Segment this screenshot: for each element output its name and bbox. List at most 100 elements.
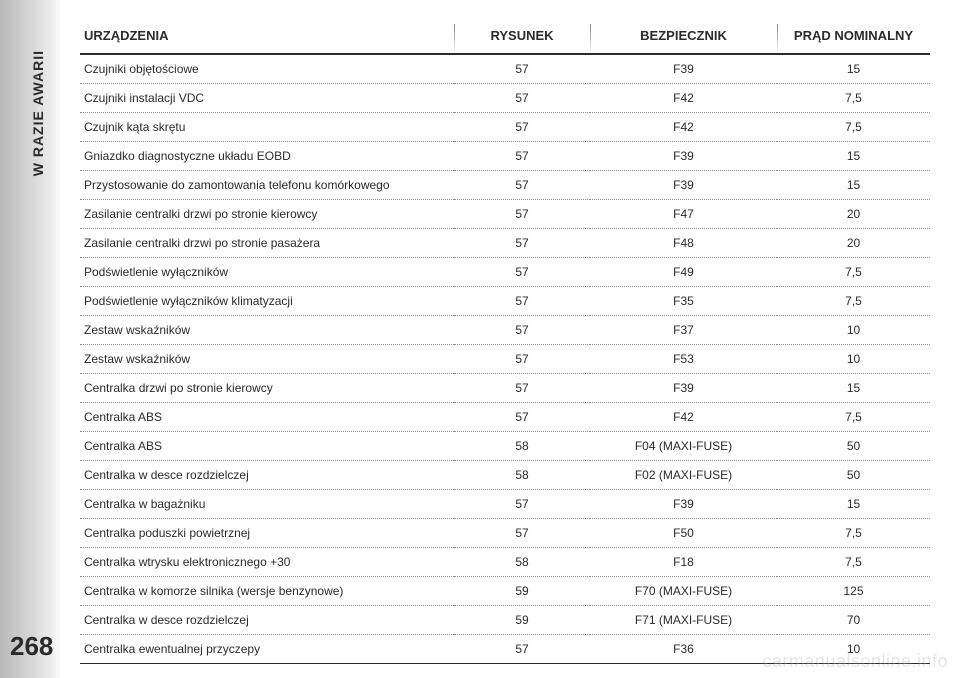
cell-rating: 7,5 bbox=[777, 548, 930, 577]
cell-fuse: F42 bbox=[590, 403, 777, 432]
col-header-rating: PRĄD NOMINALNY bbox=[777, 22, 930, 54]
table-row: Centralka poduszki powietrznej57F507,5 bbox=[80, 519, 930, 548]
cell-device: Zasilanie centralki drzwi po stronie kie… bbox=[80, 200, 454, 229]
cell-fuse: F39 bbox=[590, 54, 777, 84]
cell-rating: 125 bbox=[777, 577, 930, 606]
cell-device: Zestaw wskaźników bbox=[80, 345, 454, 374]
cell-rating: 10 bbox=[777, 345, 930, 374]
section-label: W RAZIE AWARII bbox=[30, 0, 46, 50]
cell-device: Przystosowanie do zamontowania telefonu … bbox=[80, 171, 454, 200]
cell-fuse: F39 bbox=[590, 171, 777, 200]
cell-fuse: F47 bbox=[590, 200, 777, 229]
table-row: Centralka drzwi po stronie kierowcy57F39… bbox=[80, 374, 930, 403]
cell-fuse: F39 bbox=[590, 374, 777, 403]
cell-rating: 15 bbox=[777, 490, 930, 519]
cell-fuse: F70 (MAXI-FUSE) bbox=[590, 577, 777, 606]
cell-figure: 57 bbox=[454, 490, 590, 519]
table-row: Centralka ABS57F427,5 bbox=[80, 403, 930, 432]
table-row: Czujniki instalacji VDC57F427,5 bbox=[80, 84, 930, 113]
table-row: Zestaw wskaźników57F3710 bbox=[80, 316, 930, 345]
table-row: Zestaw wskaźników57F5310 bbox=[80, 345, 930, 374]
cell-rating: 7,5 bbox=[777, 287, 930, 316]
cell-rating: 20 bbox=[777, 229, 930, 258]
cell-figure: 58 bbox=[454, 461, 590, 490]
table-row: Centralka ABS58F04 (MAXI-FUSE)50 bbox=[80, 432, 930, 461]
cell-figure: 57 bbox=[454, 374, 590, 403]
cell-fuse: F02 (MAXI-FUSE) bbox=[590, 461, 777, 490]
table-row: Podświetlenie wyłączników klimatyzacji57… bbox=[80, 287, 930, 316]
cell-device: Czujniki objętościowe bbox=[80, 54, 454, 84]
cell-figure: 57 bbox=[454, 635, 590, 664]
cell-figure: 57 bbox=[454, 200, 590, 229]
cell-rating: 7,5 bbox=[777, 519, 930, 548]
cell-figure: 57 bbox=[454, 316, 590, 345]
cell-figure: 57 bbox=[454, 84, 590, 113]
cell-device: Centralka ABS bbox=[80, 403, 454, 432]
cell-figure: 57 bbox=[454, 142, 590, 171]
cell-fuse: F36 bbox=[590, 635, 777, 664]
cell-rating: 15 bbox=[777, 171, 930, 200]
cell-fuse: F71 (MAXI-FUSE) bbox=[590, 606, 777, 635]
cell-device: Centralka ABS bbox=[80, 432, 454, 461]
cell-device: Zestaw wskaźników bbox=[80, 316, 454, 345]
cell-rating: 50 bbox=[777, 461, 930, 490]
table-row: Czujniki objętościowe57F3915 bbox=[80, 54, 930, 84]
cell-rating: 15 bbox=[777, 142, 930, 171]
cell-rating: 10 bbox=[777, 316, 930, 345]
table-header-row: URZĄDZENIA RYSUNEK BEZPIECZNIK PRĄD NOMI… bbox=[80, 22, 930, 54]
cell-device: Centralka wtrysku elektronicznego +30 bbox=[80, 548, 454, 577]
cell-fuse: F49 bbox=[590, 258, 777, 287]
table-row: Centralka ewentualnej przyczepy57F3610 bbox=[80, 635, 930, 664]
table-row: Czujnik kąta skrętu57F427,5 bbox=[80, 113, 930, 142]
cell-fuse: F35 bbox=[590, 287, 777, 316]
table-row: Przystosowanie do zamontowania telefonu … bbox=[80, 171, 930, 200]
cell-figure: 57 bbox=[454, 54, 590, 84]
cell-figure: 59 bbox=[454, 606, 590, 635]
section-label-text: W RAZIE AWARII bbox=[30, 50, 46, 176]
cell-device: Centralka w desce rozdzielczej bbox=[80, 606, 454, 635]
cell-fuse: F50 bbox=[590, 519, 777, 548]
cell-fuse: F42 bbox=[590, 84, 777, 113]
cell-rating: 20 bbox=[777, 200, 930, 229]
table-row: Zasilanie centralki drzwi po stronie pas… bbox=[80, 229, 930, 258]
table-row: Centralka wtrysku elektronicznego +3058F… bbox=[80, 548, 930, 577]
cell-fuse: F42 bbox=[590, 113, 777, 142]
cell-figure: 57 bbox=[454, 113, 590, 142]
col-header-figure: RYSUNEK bbox=[454, 22, 590, 54]
table-row: Zasilanie centralki drzwi po stronie kie… bbox=[80, 200, 930, 229]
cell-rating: 15 bbox=[777, 374, 930, 403]
cell-figure: 57 bbox=[454, 229, 590, 258]
cell-fuse: F18 bbox=[590, 548, 777, 577]
table-row: Centralka w komorze silnika (wersje benz… bbox=[80, 577, 930, 606]
cell-figure: 57 bbox=[454, 171, 590, 200]
cell-device: Centralka w komorze silnika (wersje benz… bbox=[80, 577, 454, 606]
cell-rating: 50 bbox=[777, 432, 930, 461]
cell-fuse: F39 bbox=[590, 142, 777, 171]
cell-fuse: F39 bbox=[590, 490, 777, 519]
page-content: URZĄDZENIA RYSUNEK BEZPIECZNIK PRĄD NOMI… bbox=[60, 0, 960, 678]
cell-figure: 59 bbox=[454, 577, 590, 606]
cell-device: Centralka w bagażniku bbox=[80, 490, 454, 519]
col-header-device: URZĄDZENIA bbox=[80, 22, 454, 54]
cell-figure: 57 bbox=[454, 345, 590, 374]
cell-figure: 58 bbox=[454, 548, 590, 577]
cell-device: Centralka w desce rozdzielczej bbox=[80, 461, 454, 490]
table-row: Centralka w desce rozdzielczej59F71 (MAX… bbox=[80, 606, 930, 635]
cell-device: Podświetlenie wyłączników klimatyzacji bbox=[80, 287, 454, 316]
col-header-fuse: BEZPIECZNIK bbox=[590, 22, 777, 54]
cell-figure: 57 bbox=[454, 403, 590, 432]
cell-rating: 7,5 bbox=[777, 113, 930, 142]
cell-fuse: F04 (MAXI-FUSE) bbox=[590, 432, 777, 461]
page-number: 268 bbox=[10, 631, 53, 662]
cell-figure: 57 bbox=[454, 287, 590, 316]
cell-rating: 7,5 bbox=[777, 84, 930, 113]
cell-fuse: F37 bbox=[590, 316, 777, 345]
cell-device: Centralka poduszki powietrznej bbox=[80, 519, 454, 548]
cell-device: Czujniki instalacji VDC bbox=[80, 84, 454, 113]
cell-rating: 15 bbox=[777, 54, 930, 84]
cell-device: Centralka ewentualnej przyczepy bbox=[80, 635, 454, 664]
cell-rating: 70 bbox=[777, 606, 930, 635]
page-spine: W RAZIE AWARII 268 bbox=[0, 0, 60, 678]
cell-device: Czujnik kąta skrętu bbox=[80, 113, 454, 142]
cell-device: Gniazdko diagnostyczne układu EOBD bbox=[80, 142, 454, 171]
